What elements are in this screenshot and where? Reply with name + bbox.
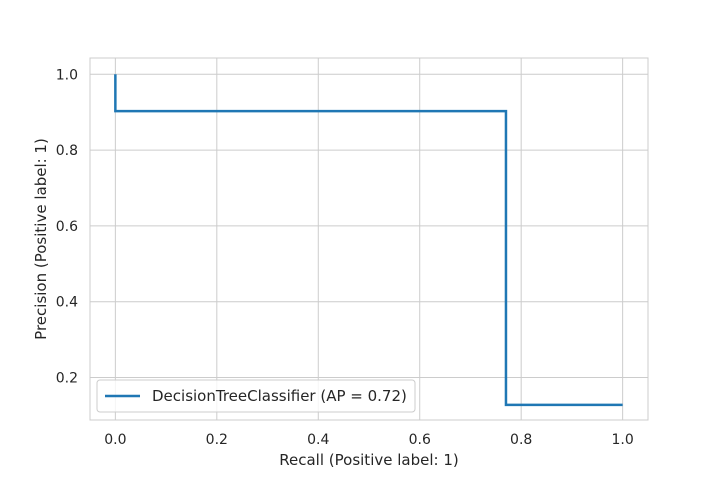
series-layer (114, 74, 623, 407)
x-tick-label: 0.4 (307, 432, 329, 448)
y-tick-label: 0.8 (56, 143, 78, 159)
x-tick-label: 1.0 (612, 432, 634, 448)
pr-curve-line (114, 74, 623, 407)
x-tick-label: 0.6 (409, 432, 431, 448)
x-axis-label: Recall (Positive label: 1) (279, 451, 458, 469)
y-axis-label: Precision (Positive label: 1) (32, 138, 50, 340)
y-tick-label: 0.4 (56, 295, 78, 311)
x-grid-lines (114, 58, 624, 420)
y-tick-label: 0.2 (56, 371, 78, 387)
legend-entry: DecisionTreeClassifier (AP = 0.72) (152, 387, 407, 405)
legend: DecisionTreeClassifier (AP = 0.72) (96, 379, 416, 413)
x-tick-label: 0.2 (206, 432, 228, 448)
plot-area (90, 58, 648, 420)
legend-box (96, 379, 416, 413)
y-tick-label: 1.0 (56, 67, 78, 83)
x-tick-labels: 0.0 0.2 0.4 0.6 0.8 1.0 (104, 432, 634, 448)
x-tick-label: 0.0 (104, 432, 126, 448)
y-tick-labels: 0.2 0.4 0.6 0.8 1.0 (56, 67, 78, 386)
plot-frame (89, 57, 649, 421)
x-tick-label: 0.8 (510, 432, 532, 448)
y-grid-lines (90, 73, 648, 379)
y-tick-label: 0.6 (56, 219, 78, 235)
